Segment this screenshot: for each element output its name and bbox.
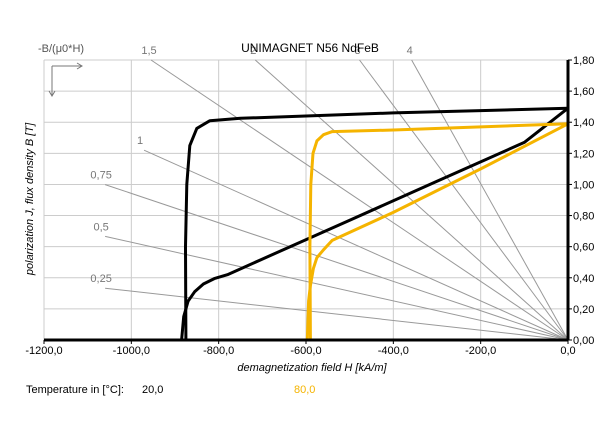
chart-title: UNIMAGNET N56 NdFeB xyxy=(241,41,379,55)
curve-80-0-B xyxy=(305,122,569,341)
permeance-line-7 xyxy=(411,59,569,341)
permeance-label-6: 3 xyxy=(354,45,360,57)
curve-20-0-B xyxy=(180,107,569,341)
x-tick-label-2: -800,0 xyxy=(203,345,234,357)
x-axis-label: demagnetization field H [kA/m] xyxy=(237,362,387,374)
permeance-line-1 xyxy=(105,235,569,341)
corner-label: -B/(μ0*H) xyxy=(38,43,84,55)
y-tick-label-0: 0,00 xyxy=(573,335,594,347)
x-tick-labels: -1200,0 -1000,0 -800,0 -600,0 -400,0 -200,0 0,… xyxy=(25,345,575,357)
y-tick-label-3: 0,60 xyxy=(573,242,594,254)
x-tick-label-3: -600,0 xyxy=(290,345,321,357)
x-tick-label-5: -200,0 xyxy=(465,345,496,357)
corner-arrow-icon xyxy=(48,62,83,97)
curve-80-0-J xyxy=(308,122,569,341)
permeance-label-5: 2 xyxy=(250,45,256,57)
axes xyxy=(43,59,572,344)
permeance-line-0 xyxy=(105,287,569,341)
y-axis-label: polarization J, flux density B [T] xyxy=(24,122,36,276)
permeance-label-2: 0,75 xyxy=(90,170,111,182)
x-tick-label-1: -1000,0 xyxy=(113,345,150,357)
permeance-label-1: 0,5 xyxy=(93,221,108,233)
plot-lines xyxy=(180,106,569,341)
permeance-line-2 xyxy=(104,184,569,341)
y-tick-labels: 0,00 0,20 0,40 0,60 0,80 1,00 1,20 1,40 1,60 1,80 xyxy=(573,55,594,347)
permeance-label-3: 1 xyxy=(137,135,143,147)
y-tick-label-7: 1,40 xyxy=(573,117,594,129)
y-tick-label-4: 0,80 xyxy=(573,211,594,223)
permeance-label-7: 4 xyxy=(407,45,413,57)
legend-item-80: 80,0 xyxy=(294,384,316,396)
y-tick-label-9: 1,80 xyxy=(573,55,594,67)
permeance-line-4 xyxy=(150,59,569,341)
y-tick-label-8: 1,60 xyxy=(573,86,594,98)
y-tick-label-1: 0,20 xyxy=(573,304,594,316)
x-tick-label-0: -1200,0 xyxy=(25,345,62,357)
permeance-line-5 xyxy=(254,59,569,341)
y-tick-label-2: 0,40 xyxy=(573,273,594,285)
x-tick-label-4: -400,0 xyxy=(378,345,409,357)
legend-label: Temperature in [°C]: xyxy=(26,384,124,396)
permeance-label-4: 1,5 xyxy=(141,45,156,57)
x-tick-label-6: 0,0 xyxy=(560,345,575,357)
legend-item-20: 20,0 xyxy=(142,384,164,396)
y-tick-label-5: 1,00 xyxy=(573,179,594,191)
y-tick-label-6: 1,20 xyxy=(573,148,594,160)
permeance-line-6 xyxy=(359,59,569,341)
curve-20-0-J xyxy=(184,106,569,341)
permeance-lines: 0,25 0,5 0,75 1 1,5 2 3 4 xyxy=(90,45,569,341)
permeance-label-0: 0,25 xyxy=(90,273,111,285)
permeance-line-3 xyxy=(143,149,569,341)
